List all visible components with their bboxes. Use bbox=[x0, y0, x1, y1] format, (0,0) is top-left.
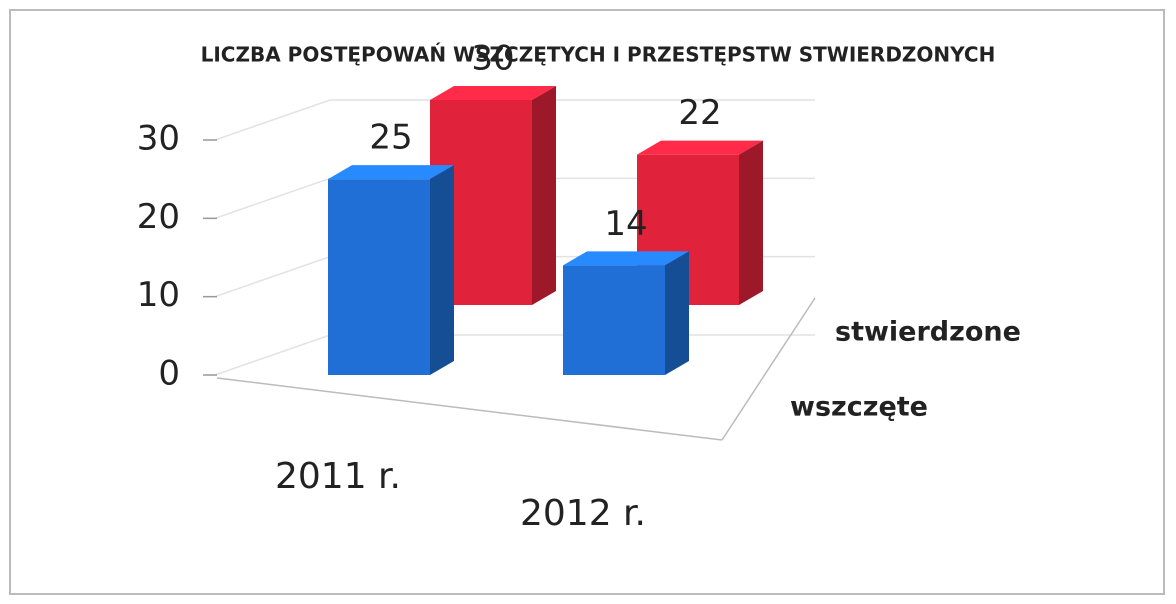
bar-front bbox=[328, 179, 430, 375]
y-tick-label: 10 bbox=[137, 275, 180, 315]
bar-side bbox=[430, 165, 454, 375]
bar-top bbox=[563, 251, 689, 266]
x-tick-label: 2011 r. bbox=[275, 456, 401, 497]
bar-side bbox=[532, 86, 556, 305]
data-label: 30 bbox=[471, 39, 514, 79]
y-tick-label: 30 bbox=[137, 119, 180, 159]
data-label: 14 bbox=[604, 204, 647, 244]
chart-title: LICZBA POSTĘPOWAŃ WSZCZĘTYCH I PRZESTĘPS… bbox=[201, 43, 996, 67]
bar-side bbox=[665, 251, 689, 375]
depth-axis bbox=[721, 297, 816, 441]
bar-top bbox=[328, 165, 454, 180]
x-tick-label: 2012 r. bbox=[520, 493, 646, 534]
grid-line bbox=[214, 99, 815, 141]
bar-side bbox=[739, 140, 763, 305]
data-label: 25 bbox=[369, 118, 412, 158]
y-tick-label: 0 bbox=[158, 354, 180, 394]
bar-top bbox=[637, 140, 763, 155]
y-tick-label: 20 bbox=[137, 197, 180, 237]
legend-label: stwierdzone bbox=[835, 317, 1021, 348]
bar-top bbox=[430, 86, 556, 100]
data-label: 22 bbox=[678, 93, 721, 133]
x-axis bbox=[216, 377, 723, 441]
legend-label: wszczęte bbox=[790, 392, 928, 423]
bar-front bbox=[563, 265, 665, 375]
